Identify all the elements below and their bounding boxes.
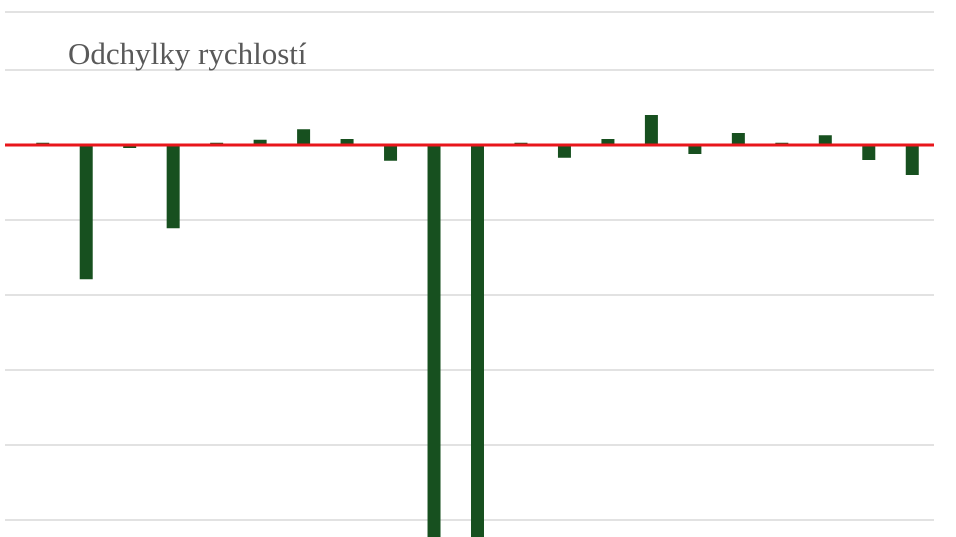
bar xyxy=(731,133,745,145)
bar xyxy=(818,135,832,145)
bar xyxy=(384,145,398,161)
chart-title: Odchylky rychlostí xyxy=(68,36,307,71)
bar xyxy=(601,139,615,145)
bar xyxy=(166,145,180,229)
bars xyxy=(36,115,919,537)
bar xyxy=(253,139,267,145)
bar xyxy=(427,145,441,537)
grid xyxy=(5,69,934,521)
bar xyxy=(340,139,354,145)
bar xyxy=(557,145,571,158)
bar xyxy=(905,145,919,175)
bar xyxy=(862,145,876,160)
bar xyxy=(688,145,702,154)
bar xyxy=(297,129,311,145)
bar xyxy=(471,145,484,537)
bar xyxy=(644,115,658,145)
bar xyxy=(79,145,93,280)
